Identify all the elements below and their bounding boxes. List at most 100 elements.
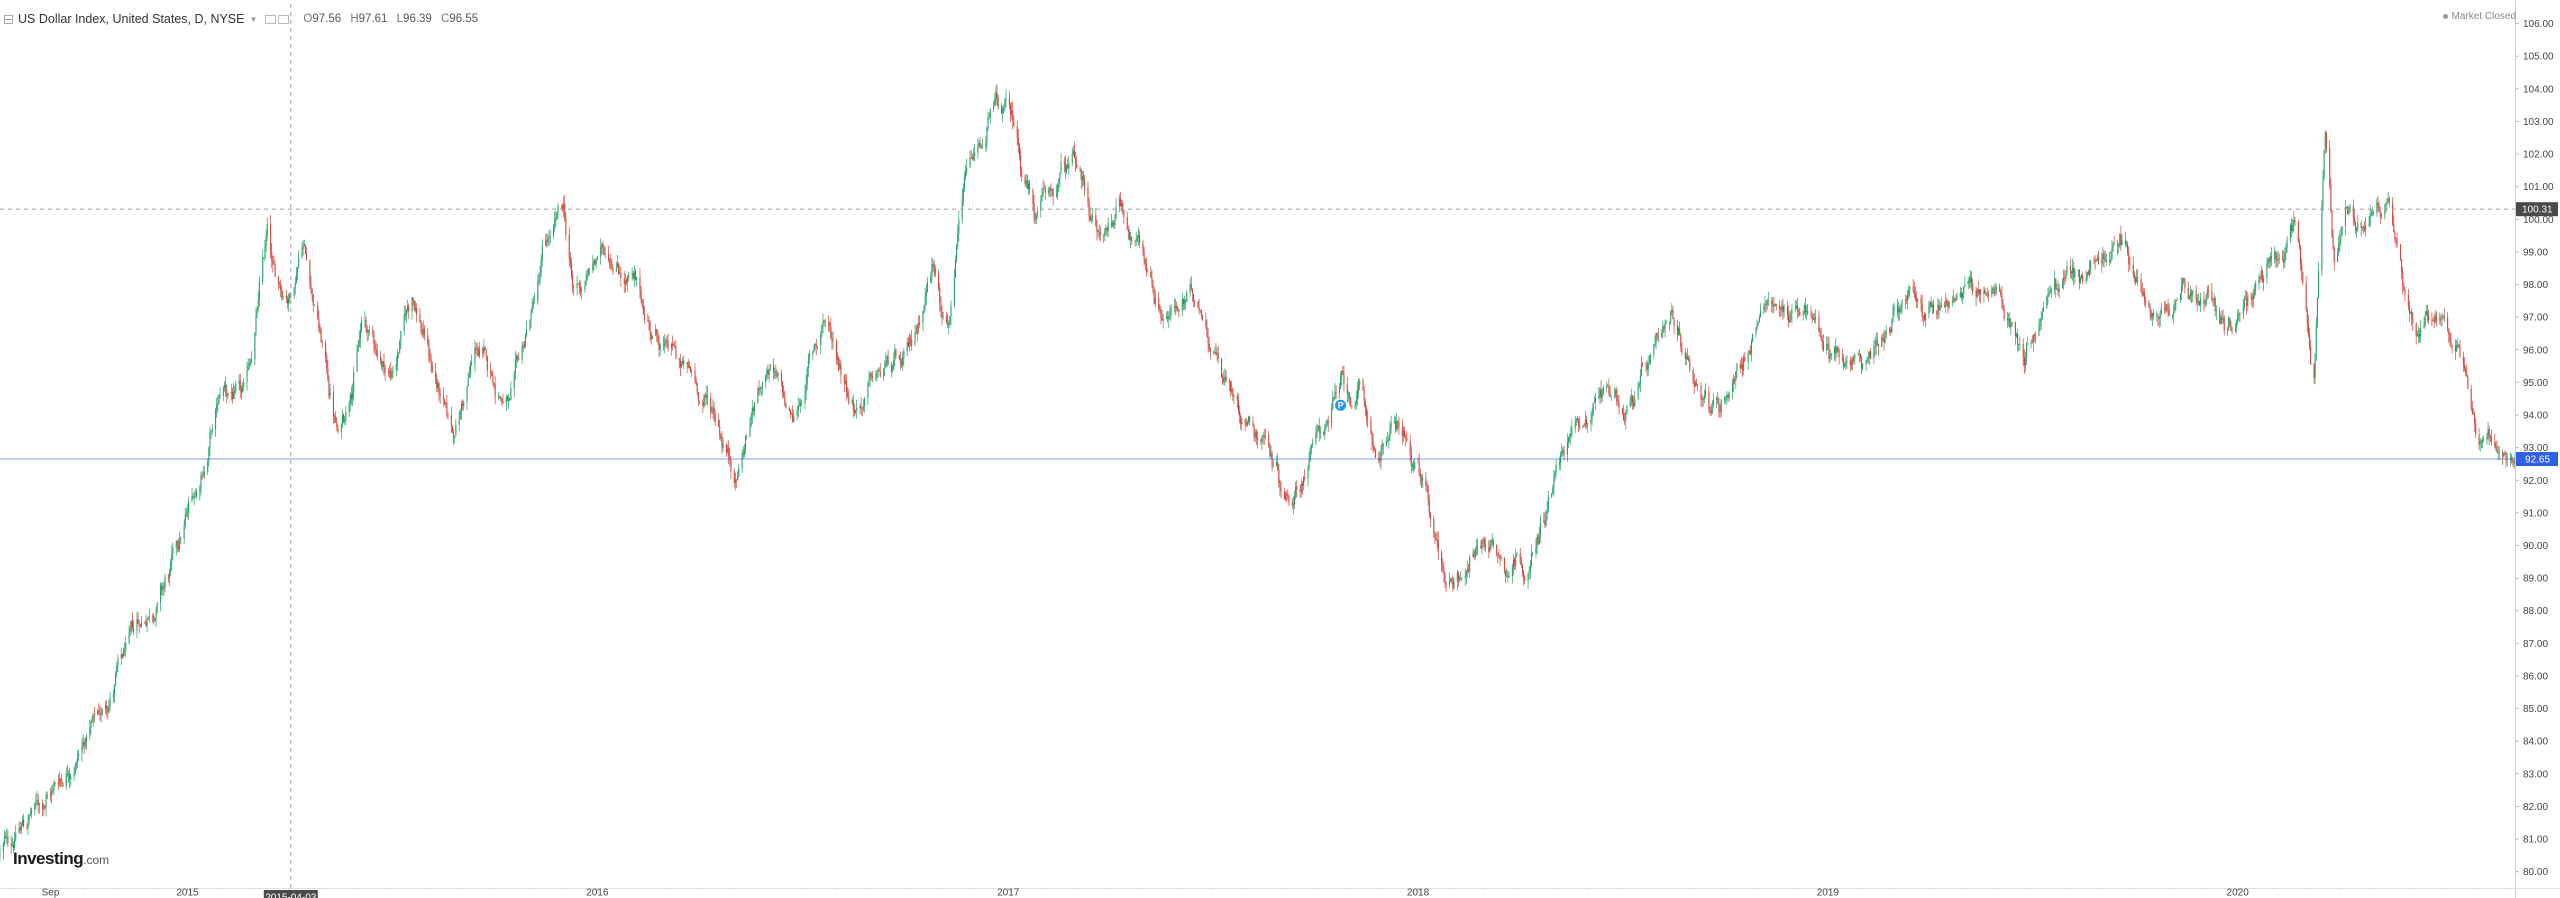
candle bbox=[2474, 411, 2476, 432]
candle bbox=[2408, 300, 2411, 322]
candle bbox=[1366, 410, 1369, 428]
candle bbox=[656, 328, 658, 343]
candle bbox=[923, 304, 925, 314]
candle bbox=[835, 338, 838, 365]
candle bbox=[98, 703, 100, 715]
candle bbox=[2404, 286, 2406, 301]
candle bbox=[1017, 128, 1019, 153]
candle bbox=[808, 349, 811, 364]
candle bbox=[1223, 370, 1225, 385]
candle bbox=[2000, 289, 2002, 298]
candle bbox=[2293, 211, 2295, 233]
candle bbox=[249, 358, 251, 367]
candle bbox=[2234, 322, 2236, 333]
candle bbox=[1697, 384, 1699, 391]
hide-series-icon[interactable] bbox=[278, 14, 290, 24]
candle bbox=[183, 519, 185, 545]
candle bbox=[741, 449, 743, 473]
candle bbox=[1380, 445, 1382, 471]
candle bbox=[1852, 356, 1854, 370]
candle bbox=[1110, 213, 1113, 229]
candle bbox=[620, 266, 622, 287]
candle bbox=[2378, 202, 2380, 213]
candle bbox=[374, 339, 376, 355]
candle bbox=[1435, 533, 1437, 542]
candle bbox=[1783, 303, 1785, 318]
collapse-legend-icon[interactable] bbox=[4, 14, 13, 24]
candle bbox=[931, 257, 933, 284]
candle bbox=[902, 351, 904, 371]
candle bbox=[1781, 300, 1783, 317]
candle bbox=[1012, 101, 1014, 130]
candle bbox=[2302, 271, 2304, 286]
candle bbox=[395, 356, 397, 377]
candle bbox=[917, 315, 919, 334]
candle bbox=[1040, 194, 1042, 218]
candle bbox=[1608, 378, 1610, 397]
candle bbox=[1481, 538, 1483, 555]
candle bbox=[1477, 539, 1479, 555]
candle bbox=[1649, 353, 1652, 365]
candle bbox=[282, 290, 284, 300]
symbol-title[interactable]: US Dollar Index, United States, D, NYSE bbox=[18, 12, 245, 26]
candle bbox=[1410, 445, 1412, 474]
candle bbox=[2030, 339, 2032, 349]
candle bbox=[1716, 395, 1718, 408]
candle bbox=[2101, 252, 2103, 273]
candle bbox=[2315, 317, 2317, 361]
investing-logo[interactable]: Investing.com bbox=[13, 849, 109, 869]
candle bbox=[1728, 391, 1730, 403]
candle bbox=[1818, 310, 1820, 333]
candle bbox=[655, 324, 657, 336]
candle bbox=[415, 302, 418, 323]
candle bbox=[1625, 409, 1627, 430]
candle bbox=[2410, 310, 2412, 314]
candle bbox=[186, 504, 189, 519]
candle bbox=[1419, 468, 1421, 486]
candle bbox=[2008, 313, 2010, 327]
candle bbox=[1118, 194, 1120, 213]
candle bbox=[2223, 315, 2225, 336]
candle bbox=[1127, 225, 1129, 240]
candle bbox=[1034, 211, 1036, 224]
candle bbox=[328, 375, 330, 400]
candle bbox=[965, 164, 967, 181]
candle bbox=[777, 371, 779, 382]
candle bbox=[1953, 289, 1955, 304]
candle bbox=[2205, 293, 2207, 306]
candle bbox=[42, 799, 44, 817]
candle bbox=[1720, 398, 1722, 417]
candle bbox=[979, 137, 981, 149]
chevron-down-icon[interactable]: ▼ bbox=[249, 14, 258, 24]
candle bbox=[1340, 371, 1342, 390]
candle bbox=[222, 385, 224, 402]
candle bbox=[884, 360, 886, 376]
candle bbox=[989, 108, 991, 124]
candle bbox=[1598, 387, 1600, 400]
candle bbox=[798, 398, 800, 407]
candle bbox=[1237, 393, 1239, 415]
candle bbox=[1350, 396, 1352, 408]
candle bbox=[43, 803, 45, 817]
candle bbox=[312, 294, 314, 313]
candle bbox=[2417, 326, 2419, 344]
candle bbox=[947, 313, 949, 329]
candle bbox=[2465, 366, 2467, 376]
low-value: 96.39 bbox=[403, 13, 432, 25]
event-marker[interactable] bbox=[1334, 398, 1348, 412]
candle bbox=[804, 385, 806, 409]
settings-icon[interactable] bbox=[265, 14, 277, 24]
candle bbox=[568, 227, 570, 267]
candle bbox=[1326, 418, 1328, 428]
candle bbox=[1450, 577, 1452, 582]
candle bbox=[2212, 298, 2214, 307]
candle bbox=[1727, 393, 1729, 401]
candle bbox=[895, 348, 897, 359]
candle bbox=[838, 355, 840, 373]
candle bbox=[1538, 527, 1540, 545]
candle bbox=[2425, 305, 2427, 316]
candle bbox=[2371, 206, 2373, 217]
candle bbox=[1076, 156, 1078, 169]
candle bbox=[67, 770, 70, 784]
